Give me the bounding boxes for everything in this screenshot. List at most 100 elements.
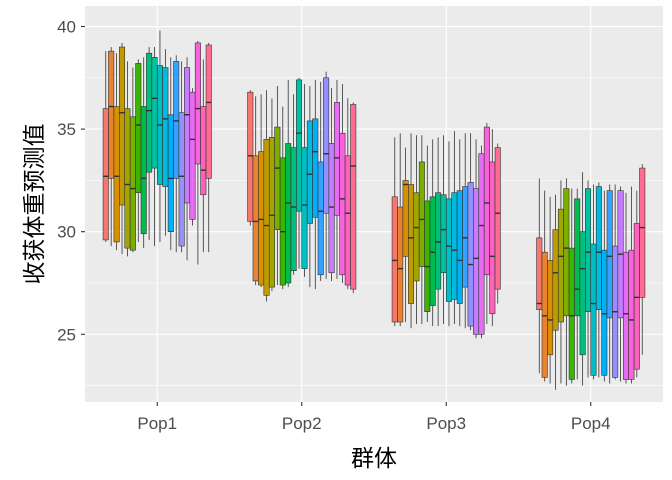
box bbox=[440, 135, 447, 325]
box-body bbox=[408, 184, 415, 304]
box-body bbox=[184, 67, 191, 204]
box-body bbox=[451, 192, 458, 300]
box-body bbox=[135, 63, 142, 194]
box-body bbox=[435, 192, 442, 290]
box bbox=[296, 77, 303, 269]
box-body bbox=[167, 114, 174, 232]
box-group bbox=[536, 163, 646, 390]
box-body bbox=[140, 106, 147, 235]
box-body bbox=[129, 116, 136, 251]
box-body bbox=[579, 231, 586, 356]
x-tick-label: Pop1 bbox=[137, 414, 177, 433]
y-axis-ticks: 25 30 35 40 bbox=[57, 18, 85, 344]
box-body bbox=[473, 188, 480, 335]
box-body bbox=[489, 161, 496, 315]
box-body bbox=[189, 91, 196, 220]
box-body bbox=[113, 106, 120, 243]
box bbox=[595, 182, 602, 378]
box-body bbox=[429, 196, 436, 306]
box-body bbox=[541, 251, 548, 378]
box-body bbox=[173, 61, 180, 179]
x-tick-label: Pop2 bbox=[282, 414, 322, 433]
box bbox=[200, 59, 207, 253]
box-body bbox=[290, 147, 297, 271]
box-body bbox=[146, 52, 153, 173]
box-body bbox=[258, 151, 265, 286]
box-body bbox=[440, 194, 447, 274]
box-body bbox=[456, 190, 463, 304]
box bbox=[317, 81, 324, 281]
box-body bbox=[285, 143, 292, 284]
box-body bbox=[344, 155, 351, 286]
box-body bbox=[247, 91, 254, 222]
box-body bbox=[151, 56, 158, 169]
box-body bbox=[306, 120, 313, 224]
box-body bbox=[402, 180, 409, 257]
box bbox=[590, 184, 597, 380]
box-group bbox=[391, 122, 501, 339]
box-body bbox=[547, 260, 554, 356]
box-body bbox=[317, 161, 324, 276]
box-body bbox=[350, 104, 357, 290]
box-body bbox=[585, 188, 592, 313]
box-body bbox=[205, 44, 212, 179]
box bbox=[563, 178, 570, 386]
box bbox=[146, 47, 153, 240]
box-body bbox=[274, 126, 281, 230]
box-body bbox=[483, 126, 490, 276]
box-body bbox=[418, 161, 425, 267]
box-body bbox=[563, 188, 570, 317]
box bbox=[639, 163, 646, 355]
box-body bbox=[268, 137, 275, 288]
box-body bbox=[391, 196, 398, 323]
y-tick-label: 25 bbox=[57, 325, 76, 344]
box bbox=[205, 42, 212, 253]
box-body bbox=[536, 237, 543, 310]
box bbox=[478, 145, 485, 339]
box-body bbox=[445, 198, 452, 302]
box-body bbox=[601, 249, 608, 376]
box bbox=[189, 88, 196, 226]
box bbox=[247, 90, 254, 226]
boxes-layer bbox=[102, 30, 646, 390]
box-body bbox=[590, 243, 597, 376]
box bbox=[328, 88, 335, 281]
x-axis-title: 群体 bbox=[351, 446, 397, 472]
y-tick-label: 40 bbox=[57, 18, 76, 37]
box-body bbox=[323, 77, 330, 214]
box-body bbox=[494, 147, 501, 290]
box-body bbox=[478, 153, 485, 335]
box-body bbox=[397, 206, 404, 323]
y-tick-label: 35 bbox=[57, 120, 76, 139]
box-body bbox=[467, 182, 474, 327]
x-tick-label: Pop3 bbox=[426, 414, 466, 433]
box-body bbox=[413, 192, 420, 282]
box-body bbox=[194, 42, 201, 165]
box-body bbox=[263, 139, 270, 296]
box-body bbox=[279, 157, 286, 286]
box-body bbox=[557, 208, 564, 323]
box-body bbox=[639, 167, 646, 298]
box-body bbox=[574, 198, 581, 317]
x-tick-label: Pop4 bbox=[571, 414, 611, 433]
box-body bbox=[568, 247, 575, 380]
box-body bbox=[178, 112, 185, 247]
x-axis-ticks: Pop1 Pop2 Pop3 Pop4 bbox=[137, 402, 611, 433]
box-body bbox=[102, 108, 109, 241]
box-body bbox=[333, 102, 340, 216]
y-axis-title: 收获体重预测值 bbox=[22, 124, 48, 285]
box-body bbox=[633, 223, 640, 370]
box bbox=[397, 133, 404, 327]
box bbox=[494, 143, 501, 304]
box-body bbox=[124, 108, 131, 249]
box-body bbox=[628, 249, 635, 380]
box-body bbox=[252, 155, 259, 282]
y-tick-label: 30 bbox=[57, 223, 76, 242]
box-body bbox=[162, 67, 169, 187]
box-body bbox=[424, 200, 431, 313]
box-body bbox=[622, 251, 629, 380]
box-body bbox=[200, 106, 207, 196]
box bbox=[350, 102, 357, 294]
box-group bbox=[247, 71, 357, 302]
